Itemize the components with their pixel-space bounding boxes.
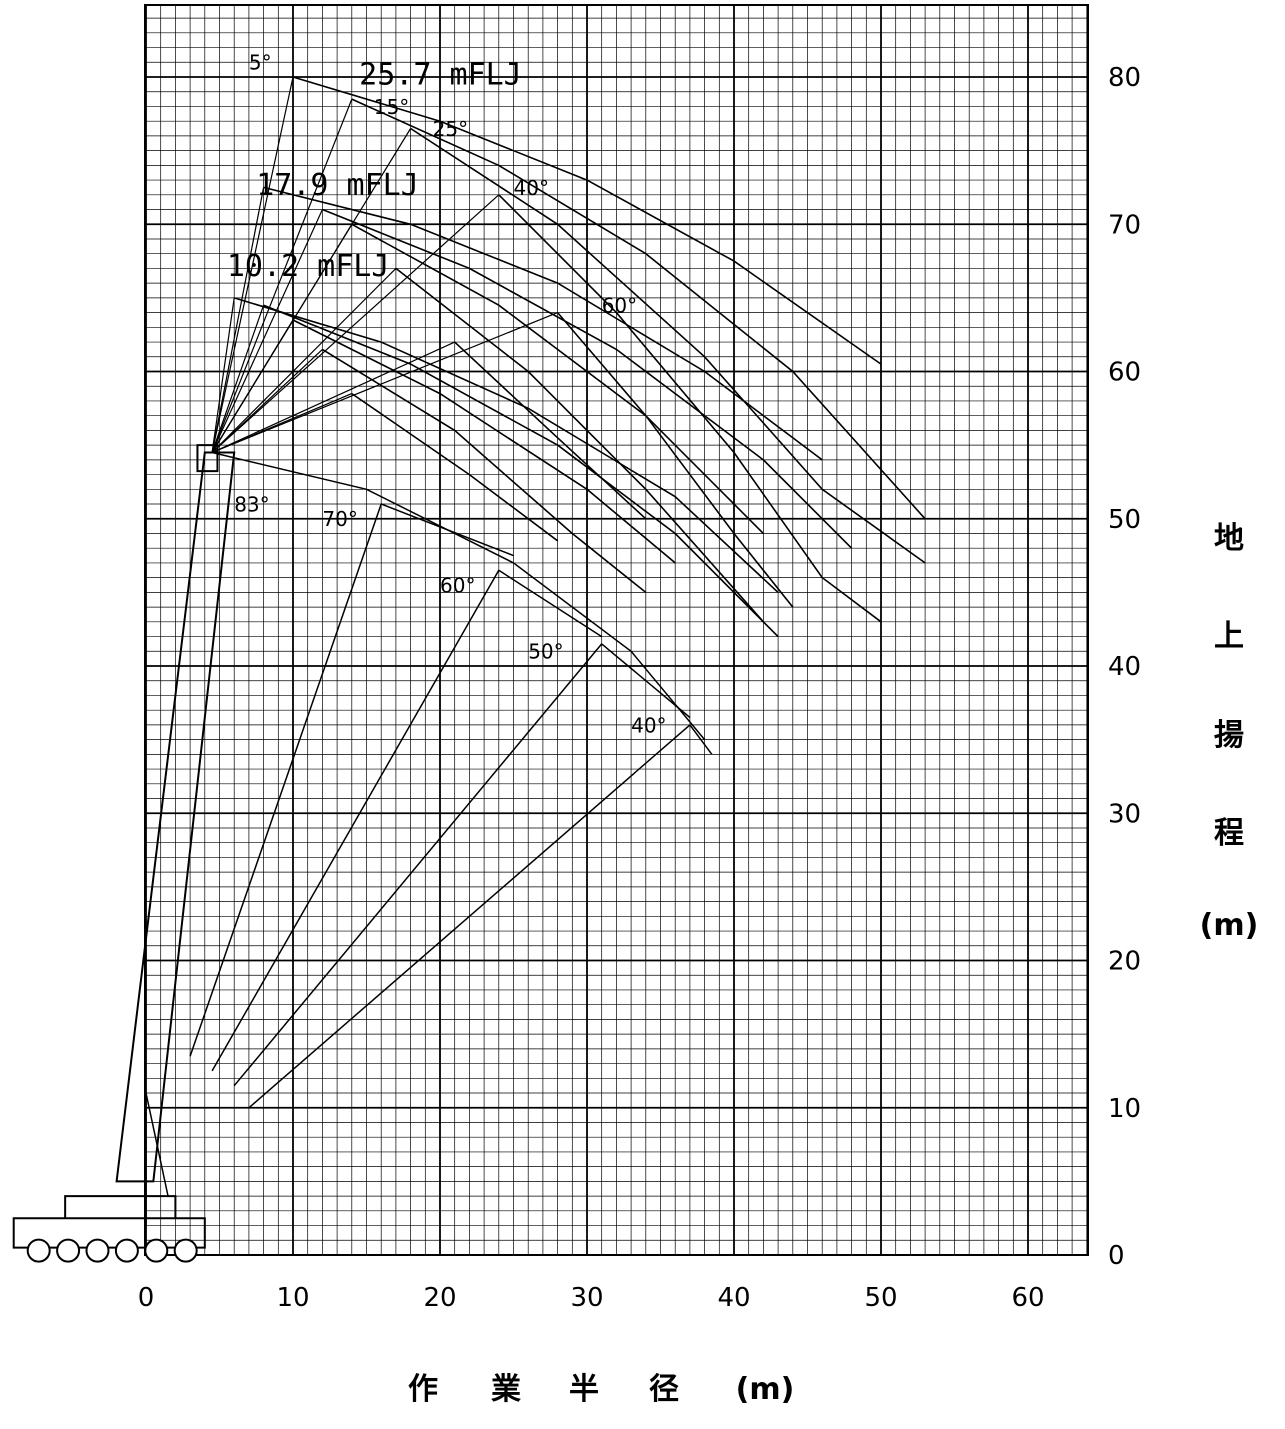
y-axis-title-char: 揚: [1214, 718, 1244, 753]
y-tick-label: 70: [1108, 210, 1141, 240]
y-axis-title-char: 上: [1214, 619, 1244, 654]
boom-head: [196, 444, 219, 473]
wheel: [85, 1238, 110, 1263]
jib-ray: [211, 297, 235, 453]
x-tick-label: 40: [717, 1283, 750, 1313]
annotation-labels: 83° 70° 60° 50° 40° 25.7 mFLJ 17.9 mFLJ 10.2 mF…: [227, 51, 667, 738]
jib-ray: [211, 312, 558, 454]
jib-ray: [211, 194, 500, 453]
y-tick-label: 0: [1108, 1241, 1125, 1271]
jib-curve: [351, 392, 559, 542]
jib-curve: [498, 194, 882, 623]
wheel: [56, 1238, 81, 1263]
jib-curve: [351, 98, 926, 520]
jib-length-label: 25.7 mFLJ: [359, 57, 522, 92]
jib-ray: [211, 76, 294, 453]
x-axis-title-char: 径: [649, 1372, 679, 1407]
jib-offset-label: 5°: [249, 51, 272, 75]
cab: [64, 1195, 177, 1219]
x-tick-label: 20: [423, 1283, 456, 1313]
wheel: [173, 1238, 198, 1263]
y-tick-label: 20: [1108, 947, 1141, 977]
jib-curve: [292, 319, 676, 564]
luffing-line: [145, 1092, 169, 1197]
curves: [189, 76, 926, 1109]
tick-labels: 0 10 20 30 40 50 60 0 10 20 30 40 50 60 70 80: [138, 63, 1141, 1313]
x-axis-title-char: 作: [408, 1372, 438, 1407]
boom-angle-line-40deg: [248, 724, 691, 1109]
jib-ray: [211, 98, 353, 453]
boom-arc-60deg: [498, 569, 603, 638]
jib-ray: [211, 267, 397, 453]
jib-length-label: 17.9 mFLJ: [256, 168, 419, 203]
jib-ray: [211, 187, 265, 453]
crane-illustration: [12, 444, 236, 1263]
boom-angle-label: 83°: [234, 492, 269, 516]
x-tick-label: 0: [138, 1283, 155, 1313]
x-tick-label: 10: [276, 1283, 309, 1313]
boom-arc-70deg: [380, 503, 514, 557]
boom-angle-label: 60°: [440, 573, 475, 597]
x-tick-label: 60: [1011, 1283, 1044, 1313]
boom-angle-line-70deg: [189, 503, 382, 1057]
boom-angle-line-50deg: [233, 643, 603, 1087]
x-tick-label: 50: [864, 1283, 897, 1313]
jib-ray: [211, 319, 294, 453]
jib-curve: [263, 186, 823, 461]
wheel: [26, 1238, 51, 1263]
y-axis-title-char: 程: [1214, 816, 1244, 851]
y-axis-title-char: 地: [1214, 521, 1244, 556]
boom-arc-40deg: [689, 724, 713, 755]
jib-curve: [410, 127, 926, 564]
jib-curve: [322, 208, 853, 549]
jib-length-label: 10.2 mFLJ: [227, 249, 390, 284]
boom-arc-50deg: [601, 643, 691, 719]
y-tick-label: 60: [1108, 358, 1141, 388]
jib-ray: [211, 393, 353, 454]
x-axis-title-char: 業: [491, 1372, 521, 1407]
jib-offset-label: 40°: [514, 176, 549, 200]
jib-ray: [211, 209, 323, 453]
y-tick-label: 50: [1108, 505, 1141, 535]
jib-curve: [556, 312, 794, 608]
x-axis-title-char: (m): [736, 1372, 795, 1407]
y-tick-label: 40: [1108, 652, 1141, 682]
jib-curve: [321, 348, 647, 594]
jib-curve: [454, 341, 647, 520]
jib-offset-label: 60°: [602, 294, 637, 318]
jib-offset-label: 15°: [374, 95, 409, 119]
boom-angle-line-60deg: [211, 569, 500, 1072]
jib-ray: [211, 341, 455, 454]
wheel: [144, 1238, 169, 1263]
boom-body: [115, 451, 236, 1183]
jib-curve: [263, 304, 779, 638]
x-axis-title-char: 半: [569, 1372, 599, 1407]
wheel: [114, 1238, 139, 1263]
x-tick-label: 30: [570, 1283, 603, 1313]
jib-curve: [292, 76, 882, 365]
y-tick-label: 10: [1108, 1094, 1141, 1124]
jib-ray: [211, 305, 265, 453]
jib-ray: [211, 348, 323, 453]
boom-arc-83deg: [211, 451, 706, 741]
y-axis-title-char: (m): [1200, 908, 1259, 943]
boom-angle-label: 50°: [528, 640, 563, 664]
jib-offset-label: 25°: [433, 117, 468, 141]
jib-curve: [351, 223, 764, 535]
y-tick-label: 80: [1108, 63, 1141, 93]
boom-angle-label: 40°: [631, 713, 666, 737]
y-tick-label: 30: [1108, 799, 1141, 829]
boom-angle-label: 70°: [322, 507, 357, 531]
carrier-body: [12, 1217, 206, 1249]
jib-curve: [233, 297, 779, 593]
jib-curve: [395, 267, 764, 623]
